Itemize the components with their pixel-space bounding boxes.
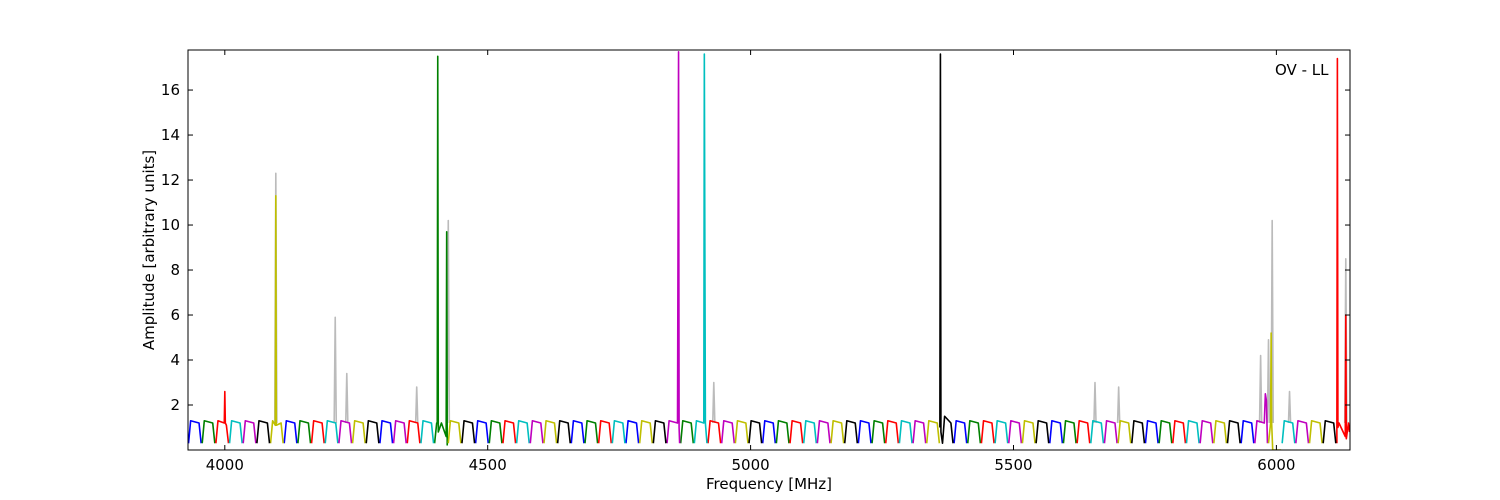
- y-tick-label: 4: [170, 351, 180, 369]
- y-tick-label: 14: [161, 126, 180, 144]
- spectrum-line: [215, 57, 1350, 444]
- x-axis-label: Frequency [MHz]: [706, 475, 832, 493]
- y-tick-label: 12: [161, 171, 180, 189]
- plot-lines: [188, 51, 1350, 450]
- annotation: OV - LL: [1275, 61, 1329, 79]
- spectrum-line: [273, 172, 1348, 424]
- x-tick-label: 4500: [469, 456, 507, 474]
- y-tick-label: 6: [170, 306, 180, 324]
- spectrum-line: [188, 419, 1255, 444]
- y-tick-label: 2: [170, 396, 180, 414]
- x-tick-label: 5000: [732, 456, 770, 474]
- y-tick-label: 8: [170, 261, 180, 279]
- spectrum-line: [269, 194, 1323, 450]
- x-tick-label: 6000: [1257, 456, 1295, 474]
- spectrum-line: [242, 51, 1310, 444]
- y-axis-label: Amplitude [arbitrary units]: [140, 150, 158, 350]
- x-tick-label: 5500: [994, 456, 1032, 474]
- y-tick-label: 10: [161, 216, 180, 234]
- plot-frame: [187, 49, 1351, 451]
- spectrum-line: [228, 53, 1296, 444]
- x-tick-label: 4000: [206, 456, 244, 474]
- spectrum-line: [256, 53, 1337, 445]
- spectrum-line: [201, 55, 1173, 446]
- y-tick-label: 16: [161, 81, 180, 99]
